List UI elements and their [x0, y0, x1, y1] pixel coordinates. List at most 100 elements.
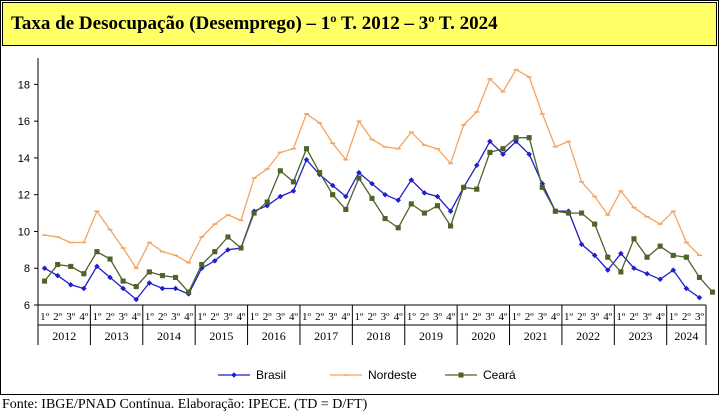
data-point-cear [94, 249, 100, 255]
data-point-brasil [107, 274, 113, 281]
data-point-brasil [683, 285, 690, 292]
x-quarter-label: 1º [145, 311, 155, 323]
data-point-cear [579, 210, 585, 216]
x-quarter-label: 2º [210, 311, 220, 323]
data-point-cear [159, 273, 165, 279]
x-quarter-label: 2º [263, 311, 273, 323]
data-point-cear [277, 168, 283, 174]
x-year-label: 2024 [674, 329, 698, 343]
data-point-brasil [644, 270, 650, 277]
x-quarter-label: 2º [472, 311, 482, 323]
data-point-brasil [290, 188, 297, 194]
data-point-cear [317, 170, 323, 176]
series-line-cear [43, 137, 713, 294]
data-point-brasil [473, 162, 480, 169]
x-year-label: 2021 [524, 329, 548, 343]
series-line-brasil [44, 140, 700, 301]
x-quarter-label: 2º [368, 311, 378, 323]
data-point-cear [343, 206, 349, 212]
x-quarter-label: 3º [223, 311, 233, 323]
x-quarter-label: 3º [485, 311, 495, 323]
data-point-brasil [356, 169, 362, 176]
data-point-cear [146, 269, 152, 275]
x-quarter-label: 4º [656, 311, 666, 323]
x-quarter-label: 3º [643, 311, 653, 323]
x-year-label: 2014 [157, 329, 181, 343]
x-quarter-label: 4º [341, 311, 351, 323]
x-quarter-label: 1º [616, 311, 626, 323]
data-point-brasil [329, 182, 336, 189]
x-quarter-label: 3º [276, 311, 286, 323]
x-quarter-label: 3º [381, 311, 391, 323]
x-quarter-label: 3º [119, 311, 129, 323]
data-point-cear [356, 175, 362, 181]
x-year-label: 2015 [209, 329, 233, 343]
data-point-cear [448, 223, 454, 229]
data-point-brasil [500, 151, 506, 158]
data-point-brasil [618, 250, 624, 257]
x-quarter-label: 4º [446, 311, 456, 323]
x-quarter-label: 4º [289, 311, 299, 323]
data-point-cear [133, 284, 139, 290]
x-quarter-label: 3º [695, 311, 705, 323]
chart-frame [0, 0, 719, 395]
x-year-label: 2013 [105, 329, 129, 343]
y-tick-label: 14 [18, 153, 30, 165]
data-point-cear [421, 210, 427, 216]
x-quarter-label: 1º [354, 311, 364, 323]
data-point-brasil [631, 265, 637, 272]
data-point-cear [526, 135, 532, 141]
data-point-cear [408, 201, 414, 207]
y-tick-label: 6 [24, 300, 30, 312]
x-quarter-label: 1º [250, 311, 260, 323]
data-point-brasil [382, 191, 388, 198]
x-quarter-label: 2º [158, 311, 168, 323]
data-point-cear [709, 289, 716, 295]
data-point-brasil [526, 151, 533, 158]
data-point-cear [199, 262, 205, 268]
x-quarter-label: 2º [629, 311, 639, 323]
x-quarter-label: 3º [66, 311, 76, 323]
data-point-cear [434, 203, 441, 209]
data-point-cear [225, 234, 231, 240]
data-point-cear [172, 274, 179, 280]
legend-label-cear: Ceará [483, 368, 516, 382]
data-point-cear [670, 252, 676, 258]
x-quarter-label: 1º [302, 311, 312, 323]
data-point-brasil [342, 193, 349, 200]
x-year-label: 2020 [471, 329, 495, 343]
data-point-cear [474, 186, 480, 192]
x-quarter-label: 4º [394, 311, 404, 323]
data-point-cear [81, 271, 87, 277]
x-quarter-label: 2º [420, 311, 430, 323]
legend-marker-cear [458, 372, 464, 378]
data-point-cear [382, 216, 388, 222]
x-quarter-label: 4º [499, 311, 509, 323]
data-point-cear [120, 278, 126, 284]
data-point-cear [107, 256, 113, 262]
data-point-brasil [120, 285, 126, 292]
x-quarter-label: 1º [407, 311, 417, 323]
x-quarter-label: 1º [40, 311, 50, 323]
data-point-brasil [670, 267, 677, 273]
x-quarter-label: 4º [551, 311, 561, 323]
data-point-cear [41, 278, 48, 284]
data-point-brasil [277, 193, 284, 200]
source-note: Fonte: IBGE/PNAD Contínua. Elaboração: I… [2, 397, 368, 412]
x-year-label: 2016 [262, 329, 286, 343]
legend-label-brasil: Brasil [256, 368, 286, 382]
x-quarter-label: 2º [525, 311, 535, 323]
data-point-brasil [434, 193, 441, 200]
x-quarter-label: 3º [590, 311, 600, 323]
data-point-cear [330, 192, 336, 198]
x-quarter-label: 4º [79, 311, 89, 323]
x-quarter-label: 1º [459, 311, 469, 323]
data-point-brasil [225, 246, 231, 253]
data-point-cear [395, 225, 401, 231]
y-tick-label: 18 [18, 79, 30, 91]
x-quarter-label: 2º [106, 311, 116, 323]
data-point-brasil [54, 272, 61, 279]
data-point-brasil [67, 281, 74, 288]
data-point-cear [68, 263, 74, 269]
x-year-label: 2023 [629, 329, 653, 343]
